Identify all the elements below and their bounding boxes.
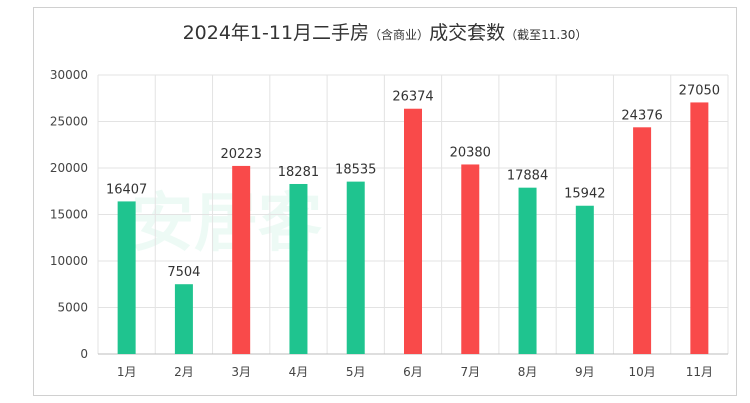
bar-2月	[174, 284, 193, 354]
data-label: 18535	[335, 163, 376, 178]
data-label: 16407	[106, 182, 147, 197]
bar-8月	[518, 187, 537, 354]
x-tick-label: 8月	[518, 365, 538, 379]
bar-4月	[289, 183, 308, 354]
y-tick-label: 15000	[50, 208, 88, 222]
data-label: 17884	[507, 169, 548, 184]
x-tick-label: 4月	[289, 365, 309, 379]
data-label: 18281	[278, 165, 319, 180]
chart-frame	[33, 7, 737, 396]
y-tick-label: 5000	[57, 301, 88, 315]
bar-9月	[575, 205, 594, 354]
y-tick-label: 10000	[50, 254, 88, 268]
bar-10月	[633, 127, 652, 355]
y-tick-label: 0	[80, 347, 88, 361]
x-tick-label: 1月	[117, 365, 137, 379]
data-label: 15942	[564, 187, 605, 202]
data-labels: 16407 7504 20223 18281 18535 26374 20380 17884 1…	[106, 83, 720, 280]
x-tick-label: 10月	[628, 365, 655, 379]
data-label: 27050	[679, 83, 720, 98]
bar-5月	[346, 181, 365, 354]
title-mid: 成交套数	[429, 22, 506, 44]
x-tick-label: 9月	[575, 365, 595, 379]
title-sub2: （截至11.30）	[505, 28, 588, 42]
bar-11月	[690, 102, 709, 354]
y-tick-labels: 0 5000 10000 15000 20000 25000 30000	[50, 68, 88, 361]
title-sub1: （含商业）	[369, 28, 430, 42]
data-label: 24376	[621, 108, 662, 123]
y-tick-label: 20000	[50, 161, 88, 175]
bars	[117, 102, 709, 355]
x-tick-labels: 1月 2月 3月 4月 5月 6月 7月 8月 9月 10月 11月	[117, 365, 713, 379]
x-tick-label: 5月	[346, 365, 366, 379]
x-tick-label: 2月	[174, 365, 194, 379]
bar-1月	[117, 201, 136, 354]
x-tick-label: 3月	[231, 365, 251, 379]
data-label: 7504	[167, 265, 200, 280]
data-label: 20223	[221, 147, 262, 162]
x-tick-label: 7月	[460, 365, 480, 379]
title-main: 2024年1-11月二手房	[182, 22, 370, 44]
y-tick-label: 30000	[50, 68, 88, 82]
bar-3月	[232, 165, 251, 354]
bar-7月	[461, 164, 480, 354]
data-label: 26374	[392, 90, 433, 105]
chart-title: 2024年1-11月二手房（含商业）成交套数（截至11.30）	[33, 18, 737, 45]
x-tick-label: 11月	[686, 365, 713, 379]
y-tick-label: 25000	[50, 115, 88, 129]
bar-6月	[404, 108, 422, 354]
data-label: 20380	[450, 145, 491, 160]
x-tick-label: 6月	[403, 365, 423, 379]
